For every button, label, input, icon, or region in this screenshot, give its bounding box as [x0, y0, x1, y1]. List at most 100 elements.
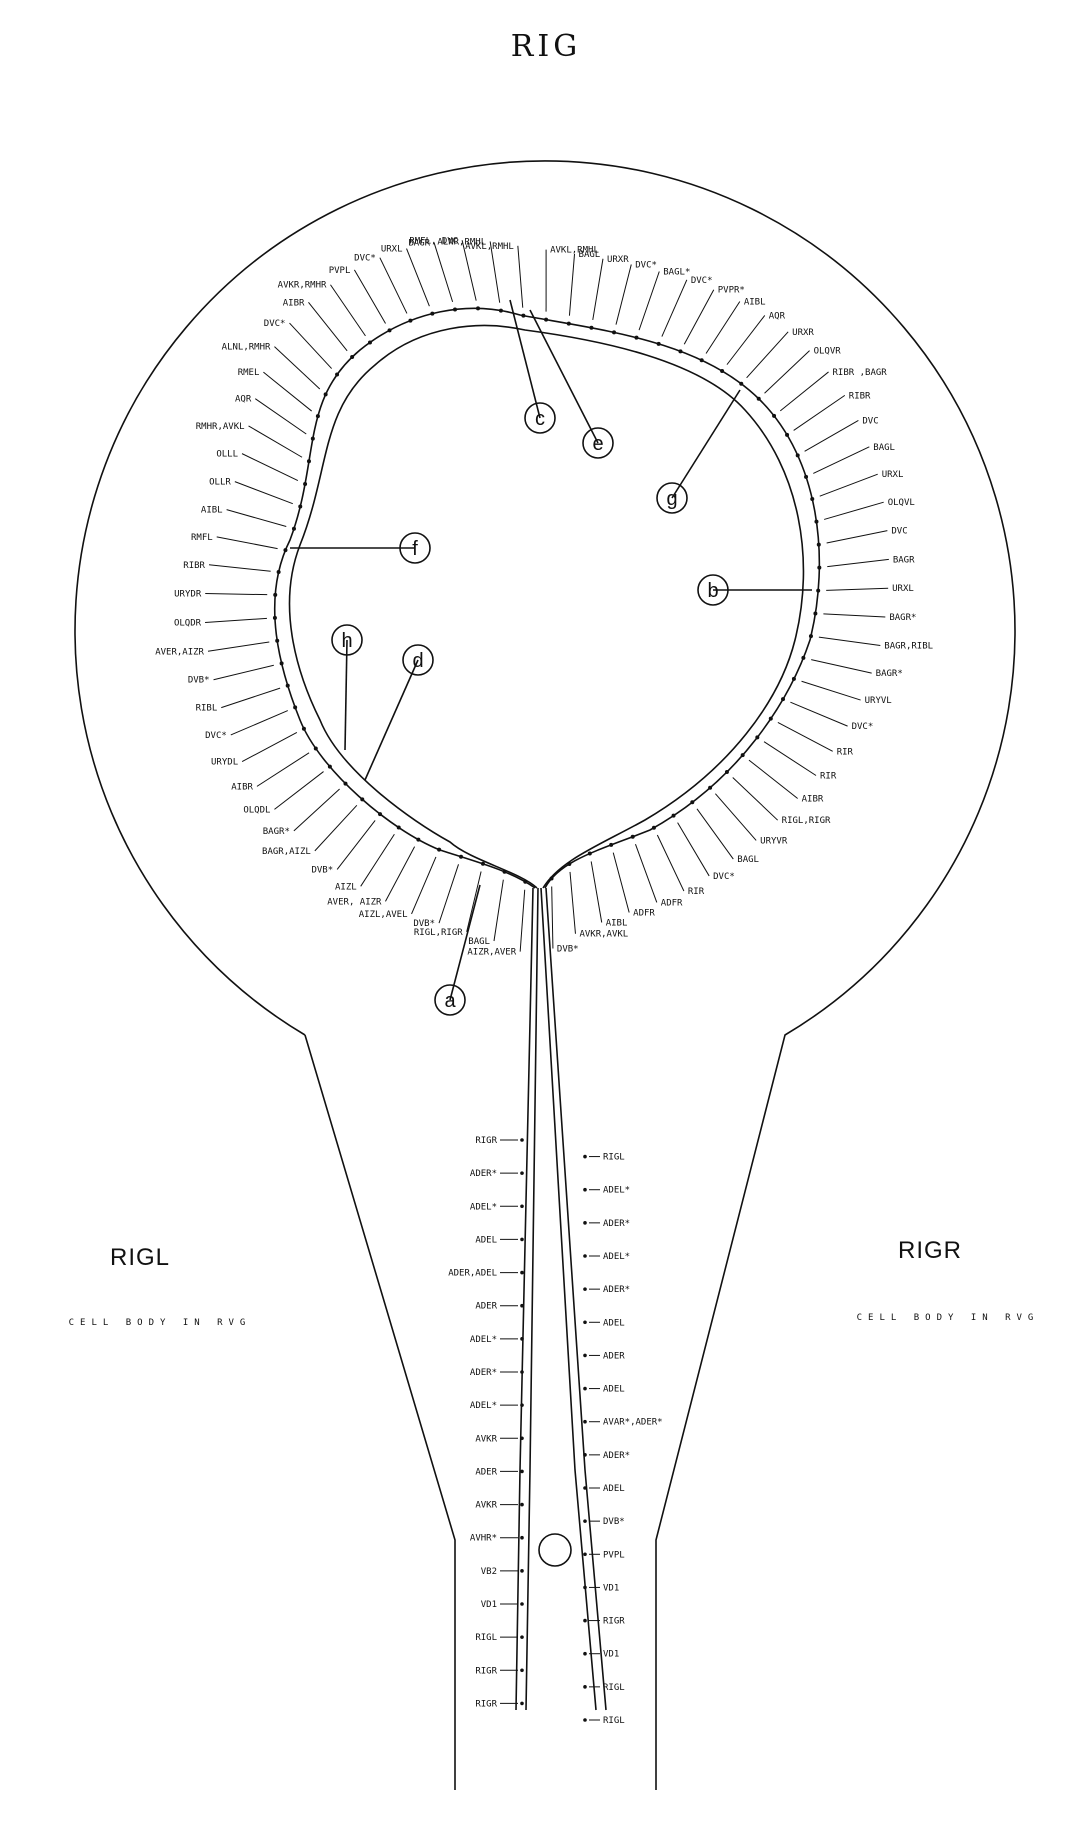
ring-label: OLQVR [814, 347, 842, 357]
ring-label-leader [677, 822, 710, 877]
ring-label-leader [353, 269, 386, 324]
ring-label: RIBR [849, 391, 871, 401]
stalk-synapse-dot [583, 1154, 587, 1159]
ring-synapse-dot [678, 349, 683, 354]
ring-synapse-dot [327, 764, 332, 769]
callout-g-circle [656, 482, 688, 514]
ring-label-leader [406, 248, 430, 307]
stalk-synapse-dot [583, 1685, 587, 1689]
callout-d-leader [364, 659, 419, 781]
ring-synapse-dot [755, 735, 760, 740]
callout-c-label: c [535, 408, 545, 430]
ring-label: DVB* [188, 676, 210, 686]
ring-label: DVC* [713, 872, 735, 882]
ring-label-leader [519, 889, 526, 952]
ring-synapse-dot [817, 565, 822, 570]
stalk-label: ADER* [603, 1219, 630, 1229]
stalk-synapse-dot [583, 1287, 587, 1291]
ring-synapse-dot [272, 615, 277, 620]
ring-label-leader [241, 453, 299, 481]
ring-label-leader [590, 861, 603, 923]
ring-label-leader [551, 886, 554, 949]
ring-synapse-dot [801, 655, 806, 660]
callout-c-circle [524, 402, 556, 434]
ring-synapse-dot [315, 414, 320, 419]
ring-label: ALNL,RMHR [222, 343, 271, 353]
ring-synapse-dot [521, 313, 526, 318]
ring-label: DVC* [635, 261, 657, 271]
ring-synapse-dot [720, 368, 725, 373]
stalk-synapse-dot [583, 1320, 587, 1325]
ring-label-leader [207, 641, 270, 652]
ring-label-leader [732, 777, 779, 821]
ring-label: AIBL [201, 506, 223, 516]
ring-synapse-dot [480, 861, 485, 866]
diagram-title: RIG [511, 29, 581, 64]
ring-label-leader [696, 808, 734, 860]
callout-h-leader [344, 639, 348, 751]
ring-synapse-dot [476, 306, 481, 311]
ring-label: URYVL [865, 696, 892, 706]
ring-synapse-dot [360, 797, 365, 802]
ring-label-leader [826, 587, 889, 591]
ring-synapse-dot [293, 705, 298, 710]
ring-label: RIGL,RIGR [414, 928, 463, 938]
ring-label-leader [793, 394, 846, 431]
callout-d-circle [402, 644, 434, 676]
ring-synapse-dot [612, 330, 617, 335]
ring-label: BAGR* [876, 669, 903, 679]
ring-label: URXL [892, 584, 914, 594]
stalk-label: DVB* [603, 1517, 625, 1527]
ring-label: RIR [837, 747, 854, 757]
ring-label-leader [493, 879, 504, 942]
stalk-synapse-dot [520, 1535, 524, 1540]
ring-label: RIR [688, 887, 705, 897]
ring-label: URXL [882, 470, 904, 480]
ring-label: URYVR [760, 836, 788, 846]
left-cell-name: RIGL [110, 1244, 170, 1271]
stalk-right-strand-a [540, 887, 597, 1711]
ring-label-leader [763, 741, 817, 776]
stalk-right-strand-b [545, 887, 607, 1711]
ring-label: PVPR* [718, 286, 745, 296]
ring-label-leader [827, 558, 889, 568]
stalk-synapse-dot [520, 1436, 524, 1441]
callout-g-leader [671, 389, 741, 499]
ring-label: URYDR [174, 590, 202, 600]
ring-label: BAGL* [663, 267, 690, 277]
ring-label: AVKR,AVKL [579, 930, 628, 940]
ring-label-leader [330, 284, 366, 337]
ring-synapse-dot [408, 318, 413, 323]
ring-label-leader [213, 664, 274, 681]
ring-label-leader [379, 257, 408, 314]
ring-label-leader [438, 864, 459, 924]
stalk-label: ADEL [603, 1385, 625, 1395]
ring-synapse-dot [498, 308, 503, 313]
ring-label-leader [779, 371, 829, 412]
ring-label-leader [466, 871, 482, 932]
ring-synapse-dot [343, 781, 348, 786]
ring-synapse-dot [587, 851, 592, 856]
stalk-label: ADEL* [603, 1252, 630, 1262]
stalk-label: ADER [475, 1467, 497, 1477]
stalk-synapse-dot [583, 1718, 587, 1722]
ring-label: AIBR [283, 298, 305, 308]
ring-synapse-dot [323, 392, 328, 397]
ring-synapse-dot [814, 519, 819, 524]
ring-label-leader [517, 245, 524, 308]
stalk-label: AVKR [475, 1434, 497, 1444]
stalk-label: VB2 [481, 1567, 497, 1577]
ring-label: RMFL [191, 533, 213, 543]
callout-a-label: a [444, 990, 456, 1012]
stalk-synapse-dot [583, 1187, 587, 1192]
ring-label-leader [818, 636, 881, 647]
ring-synapse-dot [306, 459, 311, 464]
ring-label: DVC* [691, 276, 713, 286]
ring-synapse-dot [816, 588, 821, 593]
ring-label-leader [804, 420, 859, 452]
ring-label: OLLL [216, 450, 238, 460]
ring-synapse-dot [453, 307, 458, 312]
stalk-synapse-dot [583, 1552, 587, 1557]
ring-label-leader [615, 264, 632, 325]
ring-synapse-dot [310, 436, 315, 441]
